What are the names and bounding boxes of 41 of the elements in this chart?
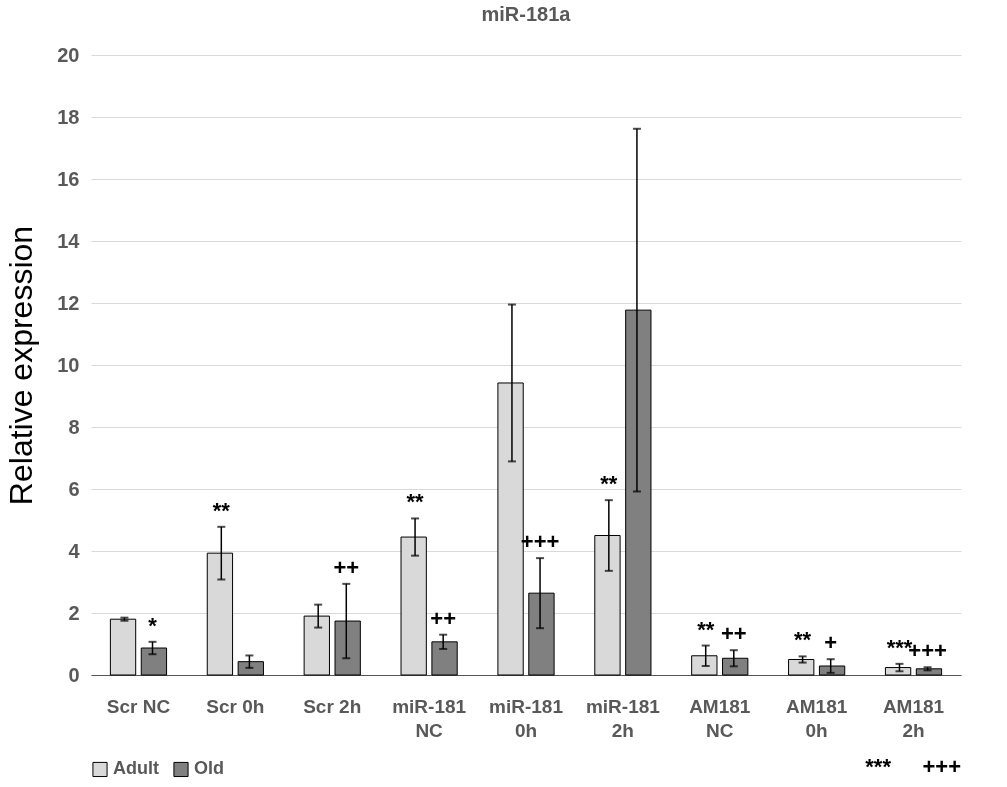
y-tick-label: 12 <box>57 291 80 314</box>
y-tick-label: 14 <box>57 229 81 252</box>
annotation: ++ <box>333 554 360 580</box>
annotation: ** <box>406 489 425 515</box>
annotation: * <box>148 612 158 638</box>
text: *** <box>865 754 892 779</box>
annotation: + <box>824 630 838 656</box>
y-tick-label: 4 <box>68 539 81 562</box>
bar <box>109 618 137 676</box>
x-tick-label: Scr NC <box>106 695 171 717</box>
y-tick-label: 2 <box>68 601 80 624</box>
x-tick-label: miR-181 2h <box>585 695 661 741</box>
annotation: ++ <box>720 621 747 647</box>
y-tick-label: 6 <box>68 477 80 500</box>
x-tick-label: Scr 0h <box>206 695 265 717</box>
legend-label: Adult <box>113 758 159 779</box>
y-axis-title: Relative expression <box>3 225 40 506</box>
y-tick-label: 20 <box>57 43 80 66</box>
annotation: ** <box>697 616 715 642</box>
x-tick-label: Scr 2h <box>303 695 362 717</box>
annotation: ** <box>794 627 812 653</box>
y-tick-label: 8 <box>68 415 80 438</box>
bar <box>140 647 168 676</box>
x-tick-label: AM181 NC <box>689 695 751 741</box>
chart-title: miR-181a <box>481 3 572 25</box>
bar <box>788 659 815 676</box>
x-tick-label: AM181 0h <box>786 695 848 741</box>
bar <box>884 667 912 676</box>
y-tick-label: 16 <box>57 167 80 190</box>
x-tick-label: AM181 2h <box>882 695 945 741</box>
bar <box>915 668 943 676</box>
annotation: ** <box>212 497 231 523</box>
y-tick-label: 10 <box>57 353 80 376</box>
annotation: ++ <box>430 605 457 631</box>
x-tick-label: miR-181 NC <box>392 695 467 741</box>
legend-label: Old <box>194 758 224 779</box>
text: +++ <box>922 754 961 779</box>
y-tick-label: 0 <box>68 663 80 686</box>
annotation: ** <box>600 471 618 497</box>
y-tick-label: 18 <box>57 105 80 128</box>
x-tick-label: miR-181 0h <box>489 695 564 741</box>
